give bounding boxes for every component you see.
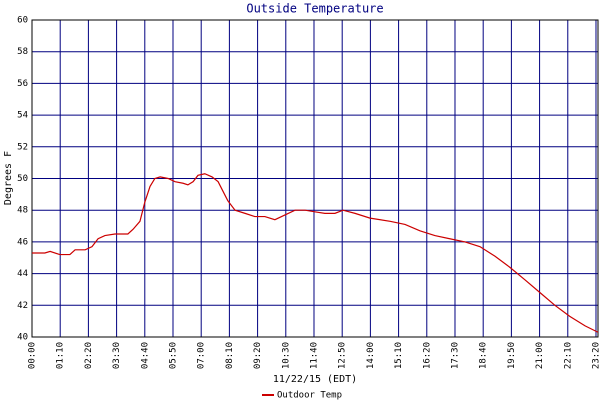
y-tick-label: 48 [17, 206, 28, 216]
x-axis-label: 11/22/15 (EDT) [273, 374, 357, 385]
x-tick-label: 15:10 [394, 342, 404, 369]
x-tick-label: 09:20 [253, 342, 263, 369]
x-tick-label: 22:10 [563, 342, 573, 369]
x-tick-label: 23:20 [591, 342, 600, 369]
y-tick-label: 40 [17, 333, 28, 343]
y-tick-label: 60 [17, 16, 28, 26]
x-tick-label: 17:30 [450, 342, 460, 369]
y-tick-label: 52 [17, 142, 28, 152]
x-tick-label: 02:20 [84, 342, 94, 369]
x-tick-label: 10:30 [281, 342, 291, 369]
y-axis-label: Degrees F [3, 151, 14, 205]
x-tick-label: 05:50 [168, 342, 178, 369]
x-tick-label: 00:00 [28, 342, 38, 369]
y-tick-label: 46 [17, 237, 28, 247]
x-tick-label: 12:50 [338, 342, 348, 369]
y-tick-label: 42 [17, 301, 28, 311]
x-tick-label: 01:10 [56, 342, 66, 369]
chart-title: Outside Temperature [246, 2, 383, 16]
x-tick-label: 16:20 [422, 342, 432, 369]
y-tick-label: 58 [17, 47, 28, 57]
x-tick-label: 08:10 [225, 342, 235, 369]
x-tick-label: 04:40 [140, 342, 150, 369]
legend-label: Outdoor Temp [277, 391, 342, 400]
x-tick-label: 11:40 [309, 342, 319, 369]
x-tick-label: 21:00 [535, 342, 545, 369]
y-tick-label: 56 [17, 79, 28, 89]
y-tick-label: 50 [17, 174, 28, 184]
data-line [32, 173, 599, 333]
x-tick-label: 18:40 [479, 342, 489, 369]
x-tick-label: 14:00 [366, 342, 376, 369]
y-tick-label: 44 [17, 269, 28, 279]
plot-border [31, 19, 599, 338]
x-tick-label: 03:30 [112, 342, 122, 369]
y-tick-label: 54 [17, 111, 28, 121]
x-tick-label: 07:00 [197, 342, 207, 369]
x-tick-label: 19:50 [507, 342, 517, 369]
